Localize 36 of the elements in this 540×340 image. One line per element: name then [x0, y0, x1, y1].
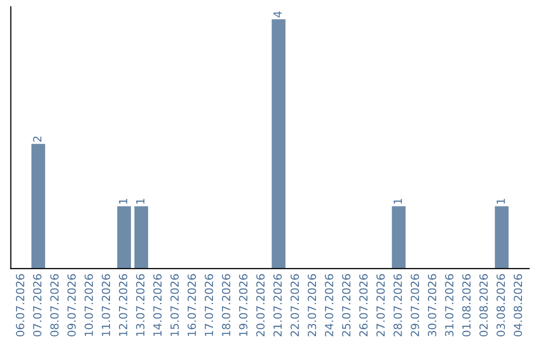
x-tick-label: 19.07.2026 — [239, 274, 248, 336]
x-tick-label: 25.07.2026 — [342, 274, 350, 336]
x-tick-label: 04.08.2026 — [514, 274, 522, 336]
x-tick-label: 16.07.2026 — [188, 274, 196, 336]
x-tick-label: 10.07.2026 — [84, 274, 93, 336]
data-label: 1 — [136, 198, 144, 204]
data-label: 4 — [274, 11, 282, 18]
x-tick-label: 07.07.2026 — [33, 274, 42, 336]
data-label: 2 — [33, 136, 42, 142]
x-tick-label: 18.07.2026 — [222, 274, 230, 336]
x-tick-label: 29.07.2026 — [410, 274, 420, 336]
x-tick-label: 31.07.2026 — [445, 274, 454, 336]
x-tick-label: 20.07.2026 — [256, 274, 265, 336]
x-tick-label: 17.07.2026 — [204, 274, 214, 336]
x-tick-label: 13.07.2026 — [136, 274, 144, 336]
x-tick-label: 28.07.2026 — [394, 274, 402, 336]
data-label: 1 — [394, 198, 402, 204]
x-tick-label: 26.07.2026 — [359, 274, 368, 336]
x-tick-label: 23.07.2026 — [308, 274, 316, 336]
data-label: 1 — [496, 198, 505, 204]
x-tick-label: 06.07.2026 — [16, 274, 24, 336]
x-tick-label: 08.07.2026 — [50, 274, 59, 336]
x-tick-label: 24.07.2026 — [324, 274, 334, 336]
x-tick-label: 15.07.2026 — [170, 274, 179, 336]
x-tick-label: 12.07.2026 — [118, 274, 128, 336]
x-tick-label: 14.07.2026 — [153, 274, 162, 336]
x-tick-label: 30.07.2026 — [428, 274, 436, 336]
x-tick-label: 22.07.2026 — [290, 274, 299, 336]
x-tick-label: 02.08.2026 — [479, 274, 488, 336]
x-tick-label: 11.07.2026 — [102, 274, 110, 336]
x-tick-label: 01.08.2026 — [462, 274, 471, 336]
x-tick-label: 03.08.2026 — [496, 274, 505, 336]
data-label: 1 — [119, 198, 128, 204]
x-tick-label: 09.07.2026 — [67, 274, 76, 336]
x-tick-label: 27.07.2026 — [376, 274, 385, 336]
x-tick-label: 21.07.2026 — [273, 274, 282, 336]
